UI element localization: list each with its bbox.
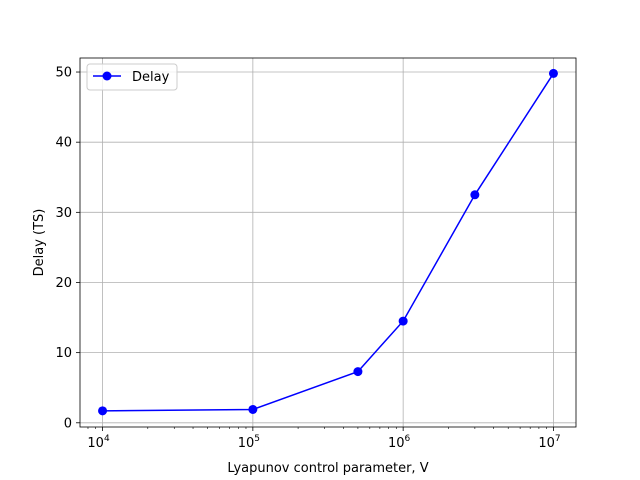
- legend-box: [86, 63, 178, 91]
- y-axis-label: Delay (TS): [32, 209, 47, 277]
- y-tick-label: 0: [64, 416, 72, 431]
- x-tick-label: 106: [388, 434, 411, 451]
- x-tick-label: 104: [87, 434, 110, 451]
- y-tick-label: 30: [55, 206, 72, 221]
- x-axis: 104 105 106 107: [87, 427, 561, 451]
- grid: [80, 58, 576, 427]
- series-delay: [98, 68, 558, 416]
- data-point: [398, 316, 408, 326]
- y-tick-label: 40: [55, 136, 72, 151]
- axes-frame: [79, 57, 577, 428]
- x-tick-label: 107: [538, 434, 560, 451]
- y-tick-label: 50: [55, 66, 72, 81]
- data-point: [98, 406, 108, 416]
- legend-entry-delay: Delay: [132, 70, 170, 85]
- x-axis-label: Lyapunov control parameter, V: [227, 461, 428, 476]
- data-point: [353, 367, 363, 377]
- series-line: [102, 73, 555, 412]
- data-point: [248, 404, 258, 414]
- legend-marker: [102, 71, 112, 81]
- y-tick-label: 20: [55, 276, 72, 291]
- x-tick-label: 105: [238, 434, 260, 451]
- data-point: [470, 190, 480, 200]
- y-tick-label: 10: [55, 346, 72, 361]
- data-point: [548, 68, 558, 78]
- plot-area-border: [79, 57, 577, 428]
- y-axis: 0 10 20 30 40 50: [55, 66, 80, 431]
- legend: Delay: [86, 63, 178, 91]
